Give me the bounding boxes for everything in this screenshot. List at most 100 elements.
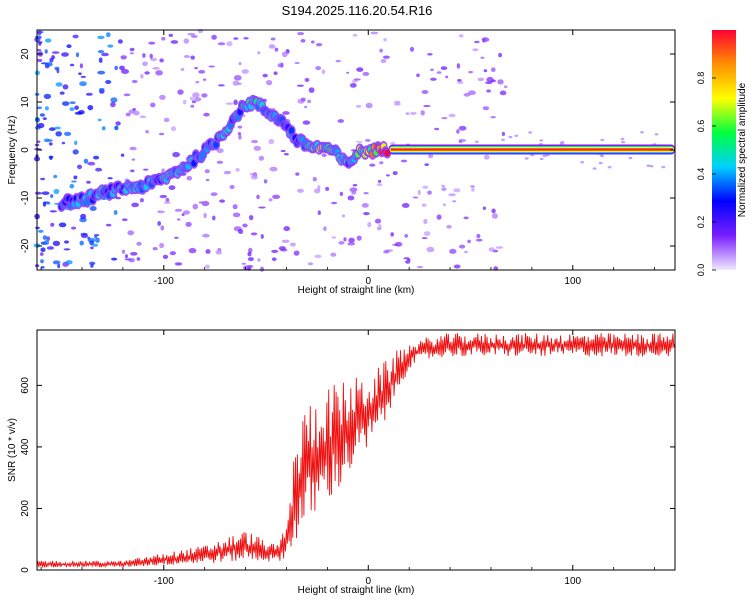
y-tick-label: 0: [20, 567, 31, 573]
spectrogram-speckle: [338, 241, 345, 245]
spectrogram-speckle: [416, 73, 420, 78]
spectrogram-speckle: [79, 217, 87, 223]
spectrogram-speckle: [45, 38, 52, 43]
spectrogram-speckle: [89, 261, 96, 266]
spectrogram-speckle: [71, 226, 77, 230]
spectrogram-speckle: [490, 67, 496, 72]
spectrogram-speckle: [355, 105, 362, 108]
spectrogram-speckle: [169, 251, 176, 256]
spectrogram-speckle: [484, 154, 490, 160]
snr-x-ticks: -100 0 100: [40, 330, 655, 587]
spectrogram-speckle: [182, 99, 187, 105]
colorbar: 0.0 0.2 0.4 0.6 0.8 Normalized spectral ampl…: [696, 30, 748, 276]
spectrogram-speckle: [37, 140, 41, 143]
spectrogram-speckle: [476, 234, 481, 238]
spectrogram-speckle: [143, 168, 149, 171]
spectrogram-speckle: [380, 59, 387, 63]
spectrogram-speckle: [233, 75, 242, 81]
spectrogram-speckle: [191, 35, 198, 38]
spectrogram-speckle: [150, 102, 156, 108]
spectrogram-speckle: [39, 113, 46, 117]
spectrogram-speckle: [136, 241, 142, 246]
spectrogram-speckle: [423, 105, 431, 107]
spectrogram-speckle: [405, 112, 410, 115]
spectrogram-speckle: [281, 239, 290, 243]
colorbar-gradient: [712, 30, 736, 270]
spectrogram-speckle: [312, 177, 317, 182]
spectrogram-speckle: [501, 131, 505, 137]
spectrogram-speckle: [42, 235, 48, 240]
spectrogram-speckle: [412, 196, 419, 199]
x-tick-label: 0: [365, 576, 371, 587]
spectrogram-speckle: [355, 140, 363, 143]
spectrogram-speckle: [250, 175, 258, 180]
spectrogram-speckle: [80, 75, 86, 78]
spectrogram-speckle: [482, 37, 486, 43]
spectrogram-speckle: [269, 166, 278, 172]
spectrogram-speckle: [268, 138, 275, 145]
spectrogram-speckle: [145, 130, 149, 134]
y-tick-label: -10: [20, 190, 31, 205]
spectrogram-speckle: [216, 148, 224, 154]
spectrogram-speckle: [485, 81, 493, 85]
spectrogram-speckle: [226, 41, 233, 47]
spectrogram-speckle: [157, 221, 162, 226]
spectrogram-speckle: [296, 84, 304, 87]
spectrogram-speckle: [105, 80, 112, 84]
spectrogram-speckle: [129, 52, 134, 55]
spectrogram-speckle: [317, 185, 321, 191]
spectrogram-speckle: [394, 102, 401, 106]
spectrogram-speckle: [97, 50, 105, 54]
spectrogram-speckle: [356, 235, 362, 241]
spectrogram-x-label: Height of straight line (km): [298, 285, 415, 296]
spectrogram-speckle: [241, 69, 249, 74]
spectrogram-speckle: [72, 149, 79, 155]
spectrogram-speckle: [307, 262, 314, 266]
spectrogram-speckle: [55, 82, 63, 87]
spectrogram-speckle: [250, 232, 258, 236]
spectrogram-speckle: [404, 234, 409, 238]
spectrogram-speckle: [113, 210, 118, 215]
spectrogram-speckle: [170, 126, 177, 132]
spectrogram-speckle: [263, 179, 268, 184]
spectrogram-speckle: [159, 242, 165, 249]
colorbar-ticks: 0.0 0.2 0.4 0.6 0.8: [696, 72, 716, 276]
x-tick-label: 100: [564, 276, 581, 287]
spectrogram-speckle: [174, 208, 183, 212]
spectrogram-speckle: [74, 111, 83, 115]
spectrogram-speckle: [132, 108, 136, 111]
spectrogram-speckle: [99, 88, 105, 94]
spectrogram-speckle: [114, 65, 118, 71]
spectrogram-speckle: [283, 226, 291, 232]
spectrogram-speckle: [237, 125, 243, 129]
spectrogram-speckle: [43, 240, 50, 245]
spectrogram-speckle: [152, 247, 158, 251]
spectrogram-speckle: [468, 90, 476, 95]
spectrogram-y-ticks: -20 -10 0 10 20: [20, 48, 675, 253]
spectrogram-speckle: [273, 71, 278, 75]
colorbar-label: Normalized spectral amplitude: [737, 82, 748, 217]
spectrogram-speckle: [40, 252, 44, 256]
spectrogram-speckle: [85, 92, 93, 96]
spectrogram-speckle: [300, 97, 306, 102]
spectrogram-speckle: [592, 167, 597, 170]
spectrogram-speckle: [130, 169, 135, 173]
spectrogram-speckle: [405, 260, 411, 264]
spectrogram-speckle: [307, 99, 312, 104]
spectrogram-speckle: [168, 185, 176, 191]
spectrogram-speckle: [203, 112, 210, 117]
spectrogram-speckle: [69, 63, 75, 67]
spectrogram-speckle: [69, 183, 75, 189]
spectrogram-speckle: [376, 183, 383, 187]
spectrogram-speckle: [74, 105, 79, 110]
spectrogram-speckle: [97, 70, 106, 75]
spectrogram-speckle: [474, 40, 480, 44]
spectrogram-speckle: [119, 65, 125, 71]
spectrogram-speckle: [331, 236, 336, 239]
spectrogram-speckle: [640, 131, 644, 134]
spectrogram-speckle: [266, 80, 273, 86]
spectrogram-speckle: [190, 55, 195, 60]
spectrogram-speckle: [243, 37, 249, 40]
colorbar-tick-label: 0.6: [696, 120, 706, 133]
spectrogram-speckle: [48, 127, 56, 131]
